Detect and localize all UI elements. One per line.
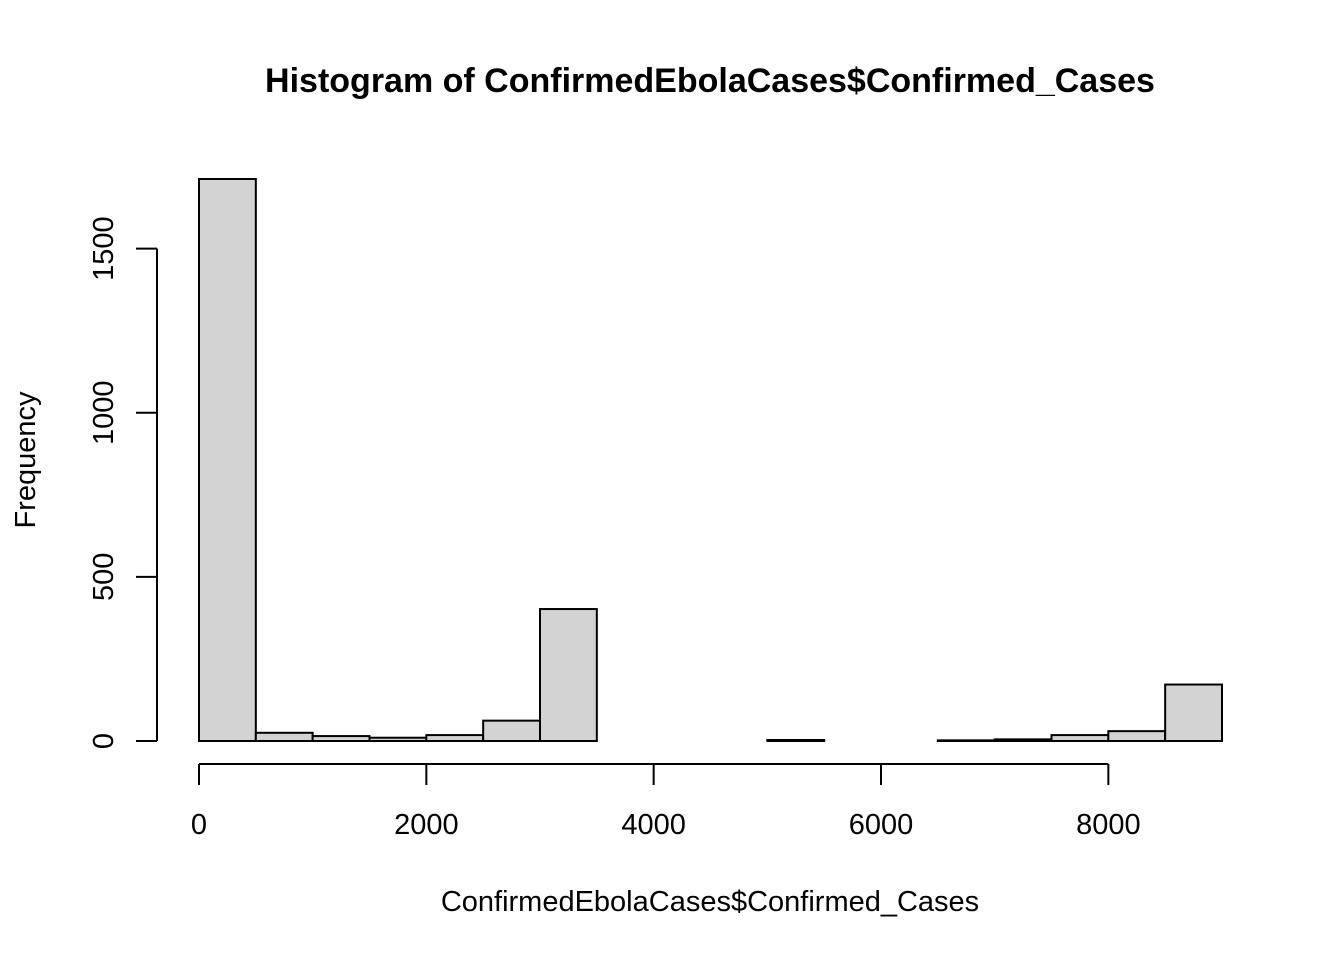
histogram-bars [198, 178, 1223, 743]
histogram-bar [1164, 683, 1223, 742]
x-tick-label: 0 [191, 809, 207, 841]
histogram-bar [539, 608, 598, 742]
histogram-bar [993, 738, 1053, 742]
x-axis-label: ConfirmedEbolaCases$Confirmed_Cases [441, 886, 979, 918]
y-axis: 0 500 1000 1500 [88, 216, 158, 749]
histogram-bar [368, 736, 428, 742]
histogram-bar [1107, 730, 1167, 742]
y-tick-label: 1000 [88, 380, 120, 445]
x-axis: 0 2000 4000 6000 8000 [191, 763, 1141, 841]
y-tick-label: 1500 [88, 216, 120, 281]
histogram-bar [425, 734, 485, 743]
y-tick-label: 0 [88, 733, 120, 749]
x-tick-label: 4000 [621, 809, 686, 841]
histogram-bar [254, 731, 314, 742]
histogram-bar [766, 739, 826, 743]
chart-title: Histogram of ConfirmedEbolaCases$Confirm… [265, 62, 1155, 100]
y-axis-label: Frequency [10, 391, 42, 529]
x-tick-label: 6000 [849, 809, 914, 841]
histogram-bar [311, 735, 371, 742]
x-tick-label: 8000 [1076, 809, 1141, 841]
histogram-bar [482, 719, 541, 743]
x-tick-label: 2000 [394, 809, 459, 841]
histogram-bar [936, 739, 996, 742]
histogram-bar [1050, 734, 1110, 743]
y-tick-label: 500 [88, 553, 120, 601]
histogram-bar [198, 178, 257, 742]
